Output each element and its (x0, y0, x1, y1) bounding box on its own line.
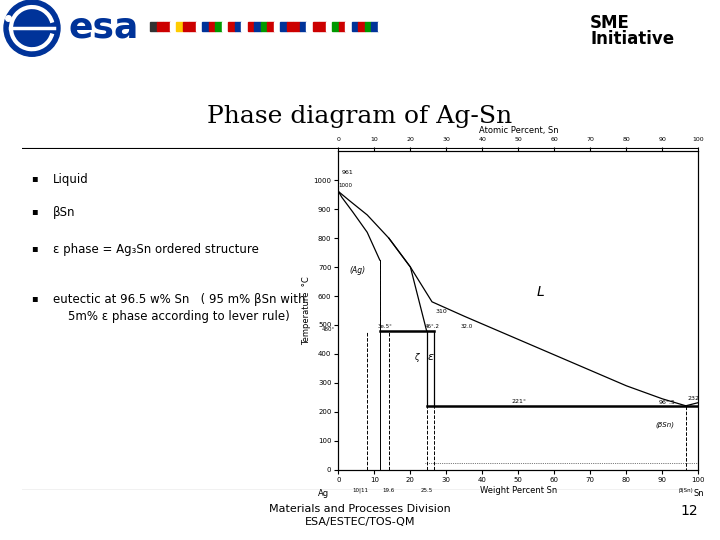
Bar (150, 22, 156, 31)
Bar (338, 22, 345, 31)
Text: Ag: Ag (318, 489, 330, 498)
Bar (345, 22, 351, 31)
Bar (351, 22, 358, 31)
X-axis label: Weight Percent Sn: Weight Percent Sn (480, 485, 557, 495)
Text: Sn: Sn (693, 489, 703, 498)
Text: 310: 310 (436, 309, 447, 314)
Bar (274, 22, 280, 31)
Bar (222, 22, 228, 31)
Text: βSn: βSn (53, 206, 75, 219)
Text: 232: 232 (688, 396, 700, 401)
Bar (248, 22, 254, 31)
Text: ζ: ζ (414, 353, 418, 362)
Text: Phase diagram of Ag-Sn: Phase diagram of Ag-Sn (207, 105, 513, 128)
Text: 961: 961 (342, 171, 354, 176)
Bar (280, 22, 287, 31)
Bar (358, 22, 364, 31)
Text: 221°: 221° (511, 399, 526, 404)
Bar (169, 22, 176, 31)
Bar (241, 22, 248, 31)
Text: ε: ε (428, 352, 433, 362)
Bar (156, 22, 163, 31)
Bar (215, 22, 222, 31)
Bar (312, 22, 319, 31)
Text: 3e.5°: 3e.5° (378, 324, 393, 329)
Y-axis label: Temperature  °C: Temperature °C (302, 276, 310, 345)
Bar (235, 22, 241, 31)
Text: Liquid: Liquid (53, 173, 89, 186)
Text: ε phase = Ag₃Sn ordered structure: ε phase = Ag₃Sn ordered structure (53, 243, 258, 256)
Bar (196, 22, 202, 31)
Bar (287, 22, 293, 31)
X-axis label: Atomic Percent, Sn: Atomic Percent, Sn (479, 126, 558, 135)
Text: Materials and Processes Division
ESA/ESTEC/TOS-QM: Materials and Processes Division ESA/EST… (269, 504, 451, 527)
Text: L: L (536, 285, 544, 299)
Text: eutectic at 96.5 w% Sn   ( 95 m% βSn with
    5m% ε phase according to lever rul: eutectic at 96.5 w% Sn ( 95 m% βSn with … (53, 293, 305, 323)
Text: ▪: ▪ (31, 206, 37, 216)
Bar (325, 22, 332, 31)
Bar (377, 22, 384, 31)
Bar (254, 22, 261, 31)
Bar (300, 22, 306, 31)
Bar (163, 22, 169, 31)
Text: Initiative: Initiative (590, 30, 674, 48)
Bar (332, 22, 338, 31)
Bar (209, 22, 215, 31)
Text: 46°.2: 46°.2 (425, 324, 440, 329)
Bar (306, 22, 312, 31)
Text: 96°.5: 96°.5 (659, 400, 675, 405)
Circle shape (4, 0, 60, 56)
Bar (267, 22, 274, 31)
Bar (293, 22, 300, 31)
Text: 12: 12 (681, 504, 698, 518)
Text: ▪: ▪ (31, 173, 37, 183)
Text: SME: SME (590, 14, 630, 32)
Bar (182, 22, 189, 31)
Bar (189, 22, 196, 31)
Bar (228, 22, 235, 31)
Text: 10|11: 10|11 (352, 488, 368, 493)
Text: (βSn): (βSn) (655, 421, 674, 428)
Text: esa: esa (68, 10, 138, 44)
Text: (Ag): (Ag) (349, 266, 365, 275)
Bar (202, 22, 209, 31)
Bar (261, 22, 267, 31)
Text: 25.5: 25.5 (420, 488, 433, 492)
Text: 1000: 1000 (338, 184, 352, 188)
Text: ▪: ▪ (31, 243, 37, 253)
Bar (371, 22, 377, 31)
Bar (319, 22, 325, 31)
Bar (364, 22, 371, 31)
Text: β(Sn): β(Sn) (678, 488, 693, 492)
Text: 32.0: 32.0 (461, 324, 473, 329)
Bar (176, 22, 182, 31)
Text: ▪: ▪ (31, 293, 37, 303)
Text: 480°: 480° (322, 327, 335, 332)
Text: 19.6: 19.6 (382, 488, 395, 492)
